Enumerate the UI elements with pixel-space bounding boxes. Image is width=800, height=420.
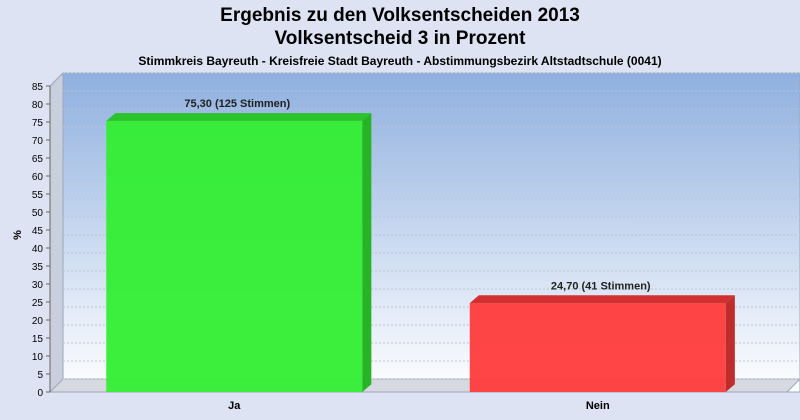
- y-tick-label: 10: [32, 352, 44, 363]
- bar-ja: [106, 113, 372, 393]
- bar-front: [106, 120, 363, 393]
- x-category-label: Ja: [228, 400, 241, 412]
- chart-title-line2: Volksentscheid 3 in Prozent: [274, 28, 526, 49]
- bar-side: [725, 295, 735, 392]
- y-tick-label: 70: [32, 136, 44, 147]
- chart-subtitle: Stimmkreis Bayreuth - Kreisfreie Stadt B…: [138, 54, 662, 68]
- y-tick-label: 30: [32, 280, 44, 291]
- y-tick-label: 40: [32, 244, 44, 255]
- y-tick-label: 65: [32, 154, 44, 165]
- bars: [106, 113, 735, 393]
- bar-side: [362, 113, 372, 393]
- y-tick-label: 85: [32, 82, 44, 93]
- bar-top: [469, 295, 735, 304]
- chart-title-line1: Ergebnis zu den Volksentscheiden 2013: [220, 5, 580, 26]
- y-tick-label: 50: [32, 208, 44, 219]
- y-tick-label: 20: [32, 316, 44, 327]
- y-tick-label: 15: [32, 334, 44, 345]
- bar-front: [469, 303, 726, 392]
- y-tick-label: 80: [32, 100, 44, 111]
- data-label: 75,30 (125 Stimmen): [184, 98, 290, 110]
- y-axis: 0 5 10 15 20 25 30 35 40 45 50 55 60 65 70 75 80 85: [32, 82, 51, 399]
- data-label: 24,70 (41 Stimmen): [551, 280, 651, 292]
- y-tick-label: 45: [32, 226, 44, 237]
- bar-nein: [469, 295, 735, 392]
- grid-lines: [63, 72, 800, 380]
- y-tick-label: 0: [37, 388, 43, 399]
- y-tick-label: 5: [37, 370, 43, 381]
- x-category-label: Nein: [586, 400, 610, 412]
- y-tick-label: 35: [32, 262, 44, 273]
- y-tick-label: 60: [32, 172, 44, 183]
- data-labels: 75,30 (125 Stimmen) 24,70 (41 Stimmen): [184, 98, 651, 292]
- y-axis-label: %: [12, 230, 24, 240]
- bar-top: [106, 113, 372, 121]
- y-tick-label: 55: [32, 190, 44, 201]
- y-tick-label: 25: [32, 298, 44, 309]
- y-tick-label: 75: [32, 118, 44, 129]
- x-axis-labels: Ja Nein: [228, 400, 610, 412]
- plot-left-wall: [49, 71, 64, 393]
